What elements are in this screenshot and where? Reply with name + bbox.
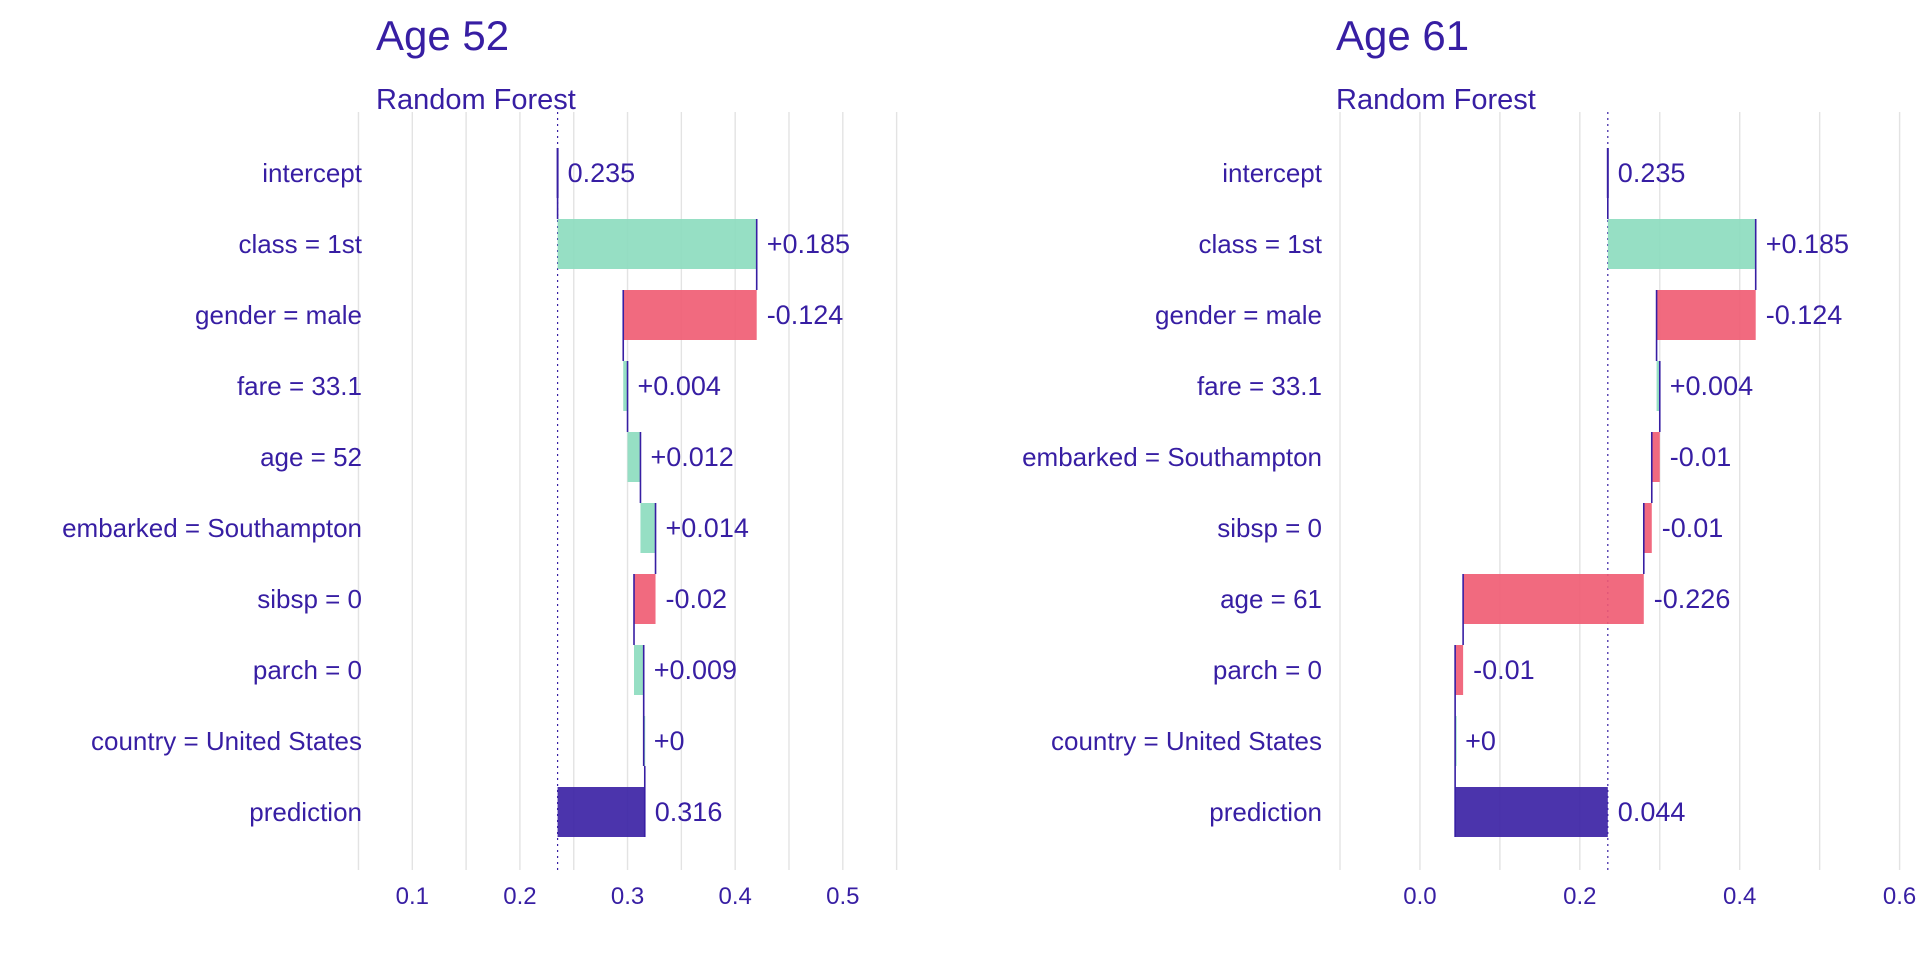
- value-label: 0.316: [655, 797, 723, 827]
- connector-layer: [1454, 198, 1757, 787]
- panel-title: Age 61: [1336, 12, 1469, 59]
- value-label: -0.01: [1473, 655, 1535, 685]
- grid-layer: [1339, 112, 1901, 870]
- value-label: 0.044: [1618, 797, 1686, 827]
- panel-title: Age 52: [376, 12, 509, 59]
- x-tick-label: 0.6: [1883, 883, 1916, 910]
- contribution-bar: [627, 432, 641, 482]
- x-axis: 0.1 0.2 0.3 0.4 0.5: [396, 883, 860, 910]
- row-label: intercept: [1222, 158, 1322, 188]
- x-tick-label: 0.1: [396, 883, 429, 910]
- row-label: embarked = Southampton: [62, 513, 362, 543]
- row-label: parch = 0: [253, 655, 362, 685]
- panel-subtitle: Random Forest: [376, 84, 576, 116]
- prediction-bar: [1455, 787, 1608, 837]
- row-label: fare = 33.1: [237, 371, 362, 401]
- row-label: gender = male: [195, 300, 362, 330]
- contribution-bar: [1607, 219, 1756, 269]
- prediction-bar: [557, 787, 645, 837]
- value-label: 0.235: [568, 158, 636, 188]
- value-label: +0.004: [638, 371, 721, 401]
- value-label: -0.01: [1662, 513, 1724, 543]
- contribution-bar: [634, 574, 656, 624]
- value-label: +0.009: [654, 655, 737, 685]
- contribution-bar: [1651, 432, 1660, 482]
- value-label: +0.012: [650, 442, 733, 472]
- value-label: -0.226: [1654, 584, 1731, 614]
- value-label: +0.014: [666, 513, 749, 543]
- row-label: age = 61: [1220, 584, 1322, 614]
- contribution-bar: [1455, 645, 1464, 695]
- x-tick-label: 0.0: [1403, 883, 1436, 910]
- x-tick-label: 0.2: [1563, 883, 1596, 910]
- x-tick-label: 0.4: [1723, 883, 1756, 910]
- row-label: sibsp = 0: [1217, 513, 1322, 543]
- value-label: +0.185: [767, 229, 850, 259]
- x-tick-label: 0.4: [718, 883, 751, 910]
- x-tick-label: 0.2: [503, 883, 536, 910]
- panel-age-52: Age 52 Random Forest intercept 0.235 class…: [62, 12, 898, 910]
- value-label: +0: [1465, 726, 1496, 756]
- row-label: intercept: [262, 158, 362, 188]
- row-label: country = United States: [91, 726, 362, 756]
- contribution-bar: [634, 645, 644, 695]
- value-label: +0: [654, 726, 685, 756]
- row-label: age = 52: [260, 442, 362, 472]
- row-label: gender = male: [1155, 300, 1322, 330]
- x-tick-label: 0.5: [826, 883, 859, 910]
- panel-subtitle: Random Forest: [1336, 84, 1536, 116]
- bar-layer: [1454, 148, 1757, 837]
- value-label: -0.124: [767, 300, 844, 330]
- row-label: prediction: [249, 797, 362, 827]
- row-label: embarked = Southampton: [1022, 442, 1322, 472]
- value-label: 0.235: [1618, 158, 1686, 188]
- contribution-bar: [557, 219, 757, 269]
- contribution-bar: [623, 290, 757, 340]
- value-label: -0.02: [666, 584, 728, 614]
- value-label: -0.01: [1670, 442, 1732, 472]
- value-label: -0.124: [1766, 300, 1843, 330]
- row-label: fare = 33.1: [1197, 371, 1322, 401]
- contribution-bar: [1656, 290, 1756, 340]
- row-label: parch = 0: [1213, 655, 1322, 685]
- x-tick-label: 0.3: [611, 883, 644, 910]
- value-label: +0.004: [1670, 371, 1753, 401]
- row-label: class = 1st: [238, 229, 362, 259]
- row-label: class = 1st: [1198, 229, 1322, 259]
- panel-age-61: Age 61 Random Forest intercept 0.235 class…: [1022, 12, 1916, 910]
- contribution-bar: [640, 503, 656, 553]
- value-label: +0.185: [1766, 229, 1849, 259]
- contribution-bar: [623, 361, 628, 411]
- row-label: country = United States: [1051, 726, 1322, 756]
- label-layer: intercept 0.235 class = 1st +0.185 gender = …: [1022, 158, 1849, 827]
- contribution-bar: [1643, 503, 1652, 553]
- x-axis: 0.0 0.2 0.4 0.6: [1403, 883, 1916, 910]
- contribution-bar: [1656, 361, 1660, 411]
- connector-layer: [556, 198, 758, 787]
- row-label: prediction: [1209, 797, 1322, 827]
- row-label: sibsp = 0: [257, 584, 362, 614]
- contribution-bar: [1463, 574, 1644, 624]
- label-layer: intercept 0.235 class = 1st +0.185 gender = …: [62, 158, 850, 827]
- bar-layer: [556, 148, 758, 837]
